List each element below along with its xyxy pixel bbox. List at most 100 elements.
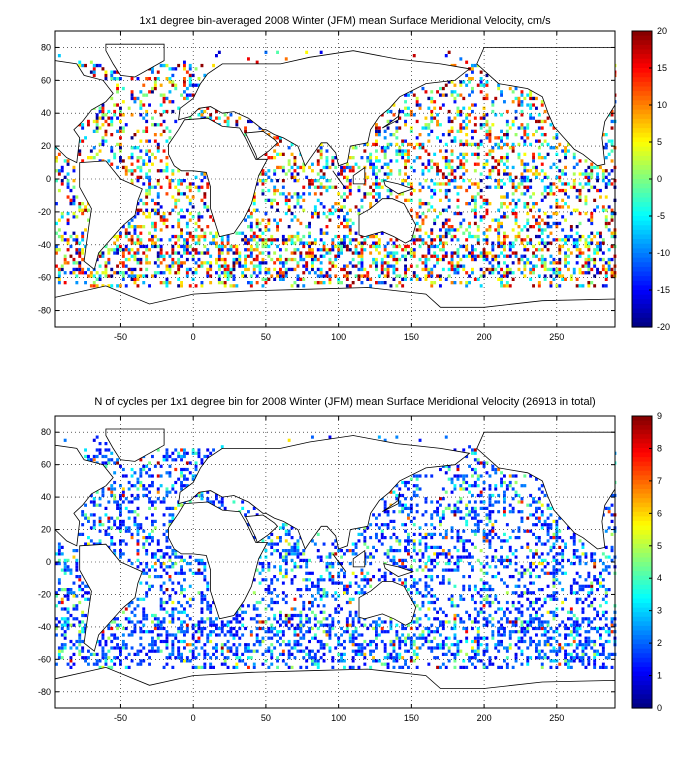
data-cell xyxy=(258,264,262,268)
y-tick-label: 60 xyxy=(41,75,51,85)
data-cell xyxy=(185,70,189,74)
data-cell xyxy=(220,244,224,249)
data-cell xyxy=(360,257,364,262)
data-cell xyxy=(325,623,329,627)
data-cell xyxy=(386,261,390,265)
data-cell xyxy=(316,281,320,285)
data-cell xyxy=(500,225,503,229)
data-cell xyxy=(273,542,277,546)
data-cell xyxy=(209,254,213,258)
data-cell xyxy=(334,234,338,239)
data-cell xyxy=(430,281,434,285)
data-cell xyxy=(299,620,303,624)
data-cell xyxy=(308,649,311,653)
data-cell xyxy=(197,448,201,452)
data-cell xyxy=(121,523,125,527)
data-cell xyxy=(479,284,483,288)
data-cell xyxy=(264,211,268,216)
data-cell xyxy=(436,119,439,124)
data-cell xyxy=(153,613,157,618)
data-cell xyxy=(130,96,134,101)
data-cell xyxy=(505,119,509,124)
data-cell xyxy=(165,506,169,510)
data-cell xyxy=(78,588,82,592)
data-cell xyxy=(436,234,439,239)
data-cell xyxy=(287,613,291,618)
data-cell xyxy=(153,500,157,504)
data-cell xyxy=(599,241,602,245)
data-cell xyxy=(348,549,352,553)
data-cell xyxy=(113,152,117,156)
data-cell xyxy=(482,248,486,252)
data-cell xyxy=(604,215,608,219)
data-cell xyxy=(127,274,131,278)
data-cell xyxy=(508,248,512,252)
data-cell xyxy=(113,633,117,637)
data-cell xyxy=(203,175,207,179)
data-cell xyxy=(549,192,553,196)
data-cell xyxy=(197,188,201,193)
data-cell xyxy=(81,510,85,514)
data-cell xyxy=(392,254,396,258)
data-cell xyxy=(345,221,349,226)
data-cell xyxy=(471,267,474,272)
data-cell xyxy=(468,254,471,258)
data-cell xyxy=(177,581,181,585)
data-cell xyxy=(590,231,594,235)
data-cell xyxy=(331,211,335,216)
data-cell xyxy=(203,652,207,656)
data-cell xyxy=(555,267,559,272)
data-cell xyxy=(60,211,64,216)
data-cell xyxy=(508,202,512,206)
data-cell xyxy=(375,620,378,624)
data-cell xyxy=(258,562,262,566)
data-cell xyxy=(145,208,149,212)
data-cell xyxy=(375,659,378,663)
data-cell xyxy=(104,119,108,124)
data-cell xyxy=(235,665,239,669)
data-cell xyxy=(168,594,172,598)
data-cell xyxy=(354,251,358,255)
data-cell xyxy=(124,526,128,530)
data-cell xyxy=(375,516,378,520)
data-cell xyxy=(284,241,288,245)
data-cell xyxy=(456,165,460,170)
data-cell xyxy=(156,448,160,452)
data-cell xyxy=(203,195,207,199)
data-cell xyxy=(119,136,122,140)
data-cell xyxy=(305,646,309,650)
colorbar-band xyxy=(632,86,652,92)
data-cell xyxy=(311,435,314,439)
data-cell xyxy=(98,116,102,120)
data-cell xyxy=(136,208,140,212)
data-cell xyxy=(78,600,82,605)
data-cell xyxy=(89,539,93,543)
data-cell xyxy=(75,195,79,199)
data-cell xyxy=(441,182,445,186)
data-cell xyxy=(473,169,477,173)
data-cell xyxy=(459,159,463,163)
data-cell xyxy=(392,578,396,582)
data-cell xyxy=(299,623,303,627)
data-cell xyxy=(162,607,166,611)
data-cell xyxy=(465,83,469,87)
data-cell xyxy=(130,254,134,258)
colorbar-band xyxy=(632,31,652,37)
data-cell xyxy=(261,562,265,566)
data-cell xyxy=(244,267,247,272)
data-cell xyxy=(401,248,405,252)
data-cell xyxy=(156,149,160,153)
data-cell xyxy=(581,284,585,288)
data-cell xyxy=(60,643,64,647)
data-cell xyxy=(412,188,416,193)
data-cell xyxy=(404,274,407,278)
data-cell xyxy=(235,610,239,614)
data-cell xyxy=(279,261,282,265)
data-cell xyxy=(153,506,157,510)
data-cell xyxy=(421,185,425,189)
data-cell xyxy=(153,261,157,265)
data-cell xyxy=(500,205,503,209)
data-cell xyxy=(156,623,160,627)
data-cell xyxy=(401,179,405,183)
data-cell xyxy=(308,626,311,631)
